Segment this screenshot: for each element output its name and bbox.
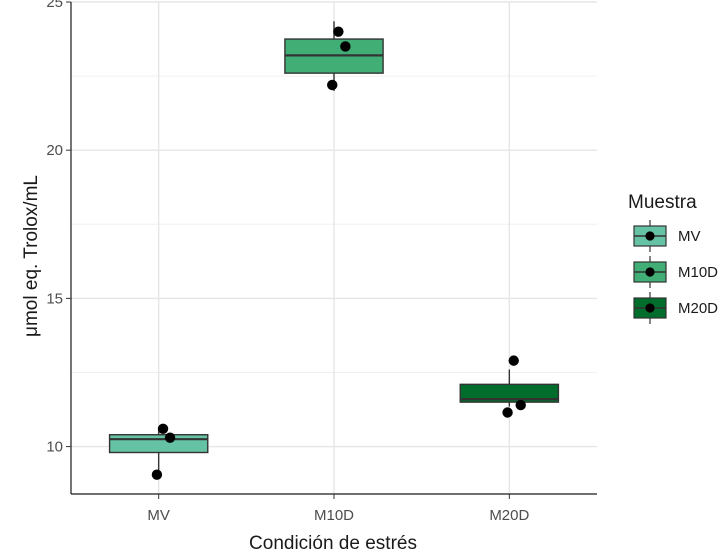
- legend-key-point: [645, 303, 655, 313]
- legend-item-M20D: M20D: [633, 292, 718, 324]
- legend-key-point: [645, 267, 655, 277]
- y-axis-title: μmol eq. Trolox/mL: [21, 175, 42, 337]
- data-point: [327, 79, 338, 91]
- x-tick-label: M20D: [489, 507, 529, 524]
- y-axis-ticks: 10 15 20 25: [46, 0, 71, 456]
- box-body: [108, 434, 209, 454]
- data-point: [157, 423, 169, 434]
- y-tick-label: 25: [46, 0, 63, 11]
- box-plots: [108, 21, 560, 480]
- legend-key-point: [645, 231, 655, 241]
- y-tick-label: 15: [46, 290, 63, 307]
- data-point: [502, 407, 513, 418]
- x-axis-ticks: MV M10D M20D: [147, 494, 530, 524]
- data-point: [340, 41, 351, 52]
- legend-item-M10D: M10D: [633, 256, 718, 288]
- legend-title: Muestra: [628, 192, 697, 213]
- legend-item-MV: MV: [633, 220, 701, 252]
- box-MV: [108, 423, 209, 480]
- legend-label: M10D: [678, 264, 718, 281]
- data-point: [508, 355, 519, 366]
- data-point: [151, 469, 163, 480]
- y-tick-label: 20: [46, 142, 63, 159]
- x-axis-title: Condición de estrés: [249, 533, 417, 554]
- box-M10D: [284, 21, 384, 91]
- box-body: [459, 383, 560, 403]
- legend-label: M20D: [678, 300, 718, 317]
- x-tick-label: M10D: [314, 507, 354, 524]
- legend: Muestra MV M10D M20D: [628, 192, 718, 324]
- box-M20D: [459, 355, 560, 418]
- data-point: [333, 26, 344, 37]
- y-tick-label: 10: [46, 439, 63, 456]
- x-tick-label: MV: [147, 507, 170, 524]
- legend-label: MV: [678, 228, 701, 245]
- data-point: [515, 399, 526, 411]
- data-point: [164, 432, 176, 443]
